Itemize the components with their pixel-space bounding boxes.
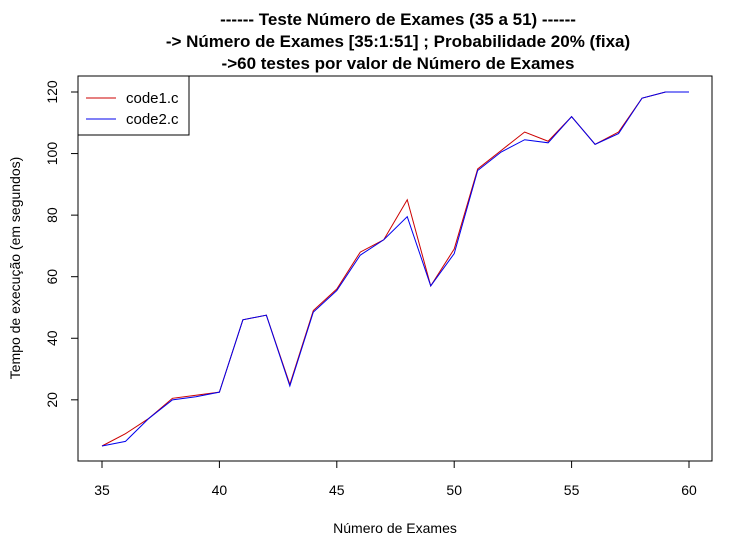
chart-title-line-1: ------ Teste Número de Exames (35 a 51) … — [220, 10, 576, 29]
series-layer — [101, 91, 689, 447]
x-tick-label: 40 — [212, 482, 228, 498]
x-tick-label: 35 — [94, 482, 110, 498]
series-line-code2-c — [101, 91, 689, 447]
x-tick-label: 60 — [681, 482, 697, 498]
y-tick-label: 100 — [44, 142, 60, 166]
y-tick-label: 40 — [44, 330, 60, 346]
x-tick-label: 50 — [446, 482, 462, 498]
x-tick-label: 55 — [564, 482, 580, 498]
series-line-code1-c — [101, 91, 689, 447]
chart-title-line-3: ->60 testes por valor de Número de Exame… — [222, 54, 575, 73]
y-tick-label: 80 — [44, 207, 60, 223]
x-axis-title: Número de Exames — [333, 520, 457, 536]
chart-title-line-2: -> Número de Exames [35:1:51] ; Probabil… — [166, 32, 630, 51]
y-tick-label: 20 — [44, 392, 60, 408]
legend-label-code2: code2.c — [126, 111, 179, 128]
y-tick-label: 60 — [44, 269, 60, 285]
y-tick-label: 120 — [44, 80, 60, 104]
y-axis-title: Tempo de execução (em segundos) — [7, 157, 23, 380]
y-axis: 20 40 60 80 100 120 — [44, 80, 79, 408]
legend-box — [77, 75, 190, 136]
legend: code1.c code2.c — [77, 75, 190, 136]
x-tick-label: 45 — [329, 482, 345, 498]
legend-label-code1: code1.c — [126, 90, 179, 107]
x-axis: 35 40 45 50 55 60 — [94, 460, 697, 498]
